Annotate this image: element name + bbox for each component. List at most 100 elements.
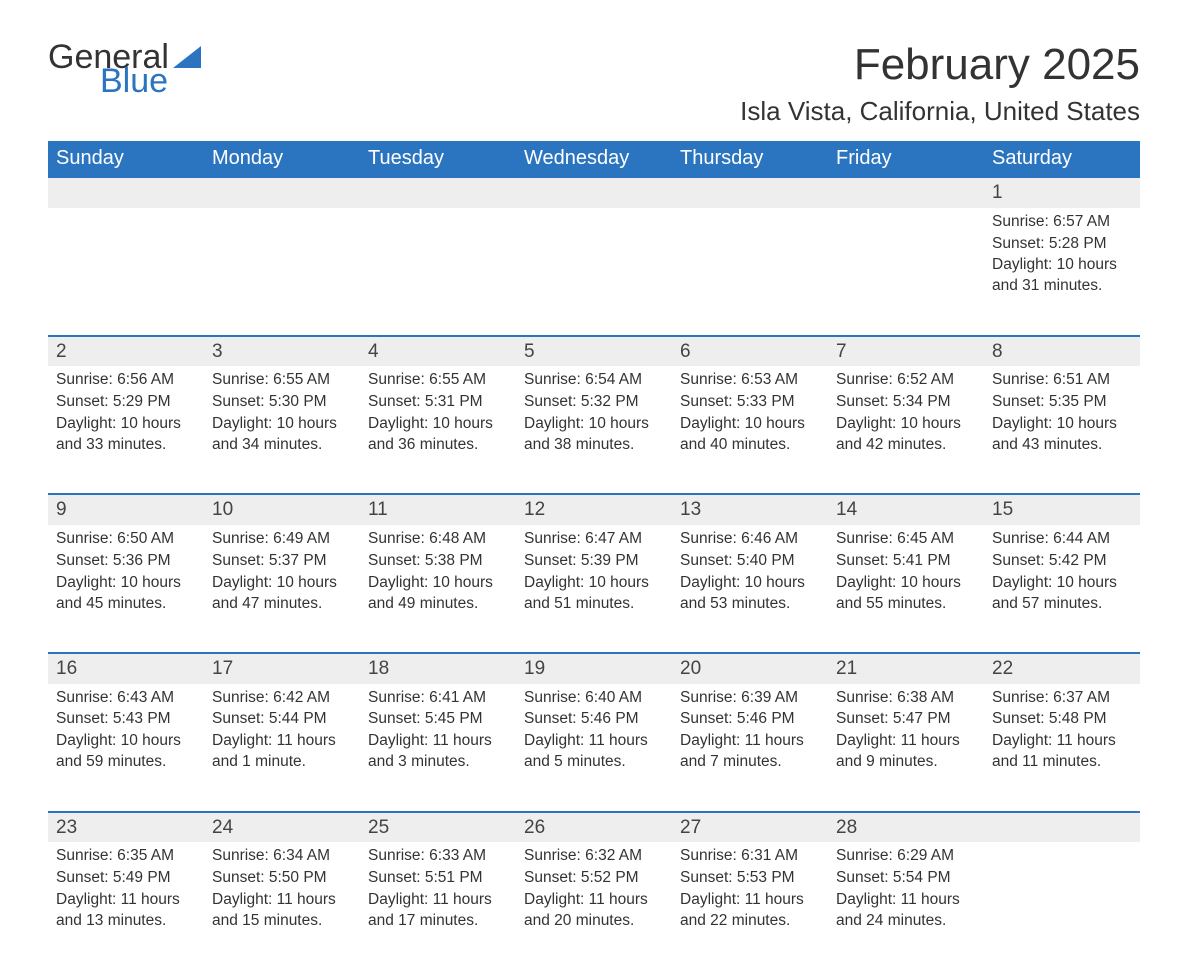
- daylight-text: Daylight: 10 hours and 59 minutes.: [56, 731, 196, 773]
- day-cell: Sunrise: 6:44 AMSunset: 5:42 PMDaylight:…: [984, 525, 1140, 653]
- sunset-text: Sunset: 5:46 PM: [524, 709, 664, 730]
- day-cell: Sunrise: 6:57 AMSunset: 5:28 PMDaylight:…: [984, 208, 1140, 336]
- day-number-cell: 11: [360, 494, 516, 525]
- sunset-text: Sunset: 5:33 PM: [680, 392, 820, 413]
- day-cell: Sunrise: 6:40 AMSunset: 5:46 PMDaylight:…: [516, 684, 672, 812]
- sunrise-text: Sunrise: 6:42 AM: [212, 688, 352, 709]
- daylight-text: Daylight: 10 hours and 51 minutes.: [524, 573, 664, 615]
- day-cell: Sunrise: 6:35 AMSunset: 5:49 PMDaylight:…: [48, 842, 204, 970]
- title-block: February 2025 Isla Vista, California, Un…: [740, 40, 1140, 127]
- day-number-cell: 10: [204, 494, 360, 525]
- day-number-cell: 7: [828, 336, 984, 367]
- daylight-text: Daylight: 11 hours and 3 minutes.: [368, 731, 508, 773]
- day-header-row: Sunday Monday Tuesday Wednesday Thursday…: [48, 141, 1140, 177]
- day-content-row: Sunrise: 6:50 AMSunset: 5:36 PMDaylight:…: [48, 525, 1140, 653]
- daylight-text: Daylight: 10 hours and 34 minutes.: [212, 414, 352, 456]
- day-number-cell: [984, 812, 1140, 843]
- daylight-text: Daylight: 11 hours and 24 minutes.: [836, 890, 976, 932]
- sunrise-text: Sunrise: 6:33 AM: [368, 846, 508, 867]
- day-cell: Sunrise: 6:47 AMSunset: 5:39 PMDaylight:…: [516, 525, 672, 653]
- day-number-cell: 20: [672, 653, 828, 684]
- day-number-cell: 19: [516, 653, 672, 684]
- day-number-cell: 12: [516, 494, 672, 525]
- sunset-text: Sunset: 5:37 PM: [212, 551, 352, 572]
- sunrise-text: Sunrise: 6:56 AM: [56, 370, 196, 391]
- daylight-text: Daylight: 10 hours and 57 minutes.: [992, 573, 1132, 615]
- sunrise-text: Sunrise: 6:46 AM: [680, 529, 820, 550]
- sunrise-text: Sunrise: 6:37 AM: [992, 688, 1132, 709]
- sunset-text: Sunset: 5:43 PM: [56, 709, 196, 730]
- sunrise-text: Sunrise: 6:45 AM: [836, 529, 976, 550]
- day-number-cell: [672, 177, 828, 208]
- daylight-text: Daylight: 10 hours and 47 minutes.: [212, 573, 352, 615]
- daylight-text: Daylight: 10 hours and 36 minutes.: [368, 414, 508, 456]
- sunset-text: Sunset: 5:31 PM: [368, 392, 508, 413]
- day-cell: Sunrise: 6:54 AMSunset: 5:32 PMDaylight:…: [516, 366, 672, 494]
- daylight-text: Daylight: 11 hours and 11 minutes.: [992, 731, 1132, 773]
- day-cell: Sunrise: 6:39 AMSunset: 5:46 PMDaylight:…: [672, 684, 828, 812]
- day-number-cell: 17: [204, 653, 360, 684]
- day-cell: Sunrise: 6:46 AMSunset: 5:40 PMDaylight:…: [672, 525, 828, 653]
- sunrise-text: Sunrise: 6:31 AM: [680, 846, 820, 867]
- daylight-text: Daylight: 10 hours and 33 minutes.: [56, 414, 196, 456]
- day-cell: [360, 208, 516, 336]
- sunrise-text: Sunrise: 6:43 AM: [56, 688, 196, 709]
- sunset-text: Sunset: 5:40 PM: [680, 551, 820, 572]
- sunset-text: Sunset: 5:38 PM: [368, 551, 508, 572]
- day-number-cell: 1: [984, 177, 1140, 208]
- day-number-cell: [48, 177, 204, 208]
- day-number-cell: 15: [984, 494, 1140, 525]
- sunrise-text: Sunrise: 6:53 AM: [680, 370, 820, 391]
- sunset-text: Sunset: 5:36 PM: [56, 551, 196, 572]
- sunset-text: Sunset: 5:52 PM: [524, 868, 664, 889]
- daynum-row: 1: [48, 177, 1140, 208]
- day-cell: [204, 208, 360, 336]
- sunrise-text: Sunrise: 6:49 AM: [212, 529, 352, 550]
- sunrise-text: Sunrise: 6:50 AM: [56, 529, 196, 550]
- sunset-text: Sunset: 5:34 PM: [836, 392, 976, 413]
- header: General Blue February 2025 Isla Vista, C…: [48, 40, 1140, 127]
- day-number-cell: 9: [48, 494, 204, 525]
- sunrise-text: Sunrise: 6:40 AM: [524, 688, 664, 709]
- calendar-body: 1Sunrise: 6:57 AMSunset: 5:28 PMDaylight…: [48, 177, 1140, 970]
- day-cell: Sunrise: 6:42 AMSunset: 5:44 PMDaylight:…: [204, 684, 360, 812]
- sunset-text: Sunset: 5:44 PM: [212, 709, 352, 730]
- sunrise-text: Sunrise: 6:57 AM: [992, 212, 1132, 233]
- day-cell: Sunrise: 6:53 AMSunset: 5:33 PMDaylight:…: [672, 366, 828, 494]
- sunrise-text: Sunrise: 6:35 AM: [56, 846, 196, 867]
- sunset-text: Sunset: 5:53 PM: [680, 868, 820, 889]
- daylight-text: Daylight: 11 hours and 20 minutes.: [524, 890, 664, 932]
- day-cell: Sunrise: 6:33 AMSunset: 5:51 PMDaylight:…: [360, 842, 516, 970]
- sunset-text: Sunset: 5:39 PM: [524, 551, 664, 572]
- day-number-cell: [516, 177, 672, 208]
- sunset-text: Sunset: 5:32 PM: [524, 392, 664, 413]
- daylight-text: Daylight: 11 hours and 15 minutes.: [212, 890, 352, 932]
- day-content-row: Sunrise: 6:43 AMSunset: 5:43 PMDaylight:…: [48, 684, 1140, 812]
- dayhead-sat: Saturday: [984, 141, 1140, 177]
- sunset-text: Sunset: 5:49 PM: [56, 868, 196, 889]
- daylight-text: Daylight: 11 hours and 9 minutes.: [836, 731, 976, 773]
- sunrise-text: Sunrise: 6:34 AM: [212, 846, 352, 867]
- daylight-text: Daylight: 10 hours and 45 minutes.: [56, 573, 196, 615]
- daylight-text: Daylight: 11 hours and 13 minutes.: [56, 890, 196, 932]
- daylight-text: Daylight: 11 hours and 7 minutes.: [680, 731, 820, 773]
- day-cell: Sunrise: 6:31 AMSunset: 5:53 PMDaylight:…: [672, 842, 828, 970]
- location-label: Isla Vista, California, United States: [740, 96, 1140, 127]
- daylight-text: Daylight: 10 hours and 31 minutes.: [992, 255, 1132, 297]
- daylight-text: Daylight: 10 hours and 55 minutes.: [836, 573, 976, 615]
- day-cell: Sunrise: 6:34 AMSunset: 5:50 PMDaylight:…: [204, 842, 360, 970]
- daynum-row: 232425262728: [48, 812, 1140, 843]
- day-content-row: Sunrise: 6:57 AMSunset: 5:28 PMDaylight:…: [48, 208, 1140, 336]
- day-number-cell: 8: [984, 336, 1140, 367]
- day-number-cell: 25: [360, 812, 516, 843]
- day-cell: Sunrise: 6:55 AMSunset: 5:30 PMDaylight:…: [204, 366, 360, 494]
- day-cell: Sunrise: 6:41 AMSunset: 5:45 PMDaylight:…: [360, 684, 516, 812]
- daylight-text: Daylight: 10 hours and 43 minutes.: [992, 414, 1132, 456]
- daylight-text: Daylight: 11 hours and 5 minutes.: [524, 731, 664, 773]
- sunrise-text: Sunrise: 6:48 AM: [368, 529, 508, 550]
- sunrise-text: Sunrise: 6:55 AM: [212, 370, 352, 391]
- sunset-text: Sunset: 5:41 PM: [836, 551, 976, 572]
- sunset-text: Sunset: 5:28 PM: [992, 234, 1132, 255]
- day-number-cell: 26: [516, 812, 672, 843]
- day-cell: Sunrise: 6:32 AMSunset: 5:52 PMDaylight:…: [516, 842, 672, 970]
